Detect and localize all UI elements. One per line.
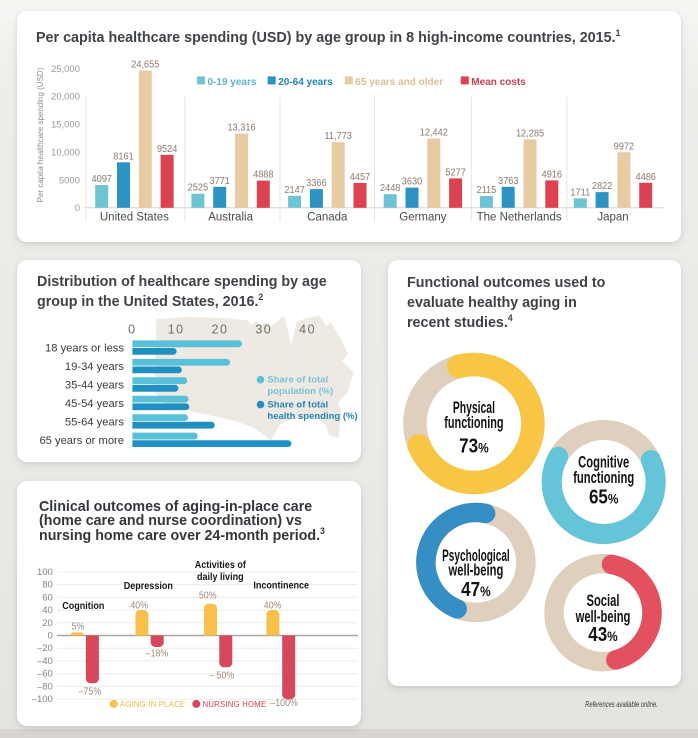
- svg-text:0: 0: [128, 322, 136, 336]
- svg-text:30: 30: [255, 322, 272, 336]
- svg-text:Germany: Germany: [399, 212, 447, 224]
- svg-text:47%: 47%: [461, 578, 491, 601]
- svg-text:4888: 4888: [253, 169, 273, 180]
- svg-text:65 years and older: 65 years and older: [355, 77, 443, 88]
- svg-text:9524: 9524: [157, 143, 178, 154]
- svg-text:35-44 years: 35-44 years: [65, 380, 124, 392]
- svg-text:functioning: functioning: [573, 468, 634, 487]
- svg-text:40%: 40%: [130, 600, 148, 612]
- svg-text:0: 0: [48, 631, 53, 642]
- svg-text:73%: 73%: [459, 434, 489, 457]
- svg-text:45-54 years: 45-54 years: [65, 398, 124, 410]
- svg-text:2822: 2822: [592, 181, 612, 192]
- svg-text:2147: 2147: [284, 184, 304, 195]
- svg-text:55-64 years: 55-64 years: [65, 416, 124, 428]
- svg-text:3630: 3630: [402, 176, 422, 187]
- svg-text:Share of total: Share of total: [267, 375, 328, 386]
- svg-text:4916: 4916: [542, 169, 562, 180]
- svg-text:11,773: 11,773: [324, 131, 351, 142]
- svg-text:population (%): population (%): [267, 386, 333, 397]
- svg-text:20-64 years: 20-64 years: [278, 77, 333, 88]
- svg-text:4097: 4097: [91, 174, 111, 185]
- svg-text:daily living: daily living: [197, 571, 244, 583]
- svg-text:–75%: –75%: [79, 686, 102, 698]
- svg-text:2525: 2525: [188, 182, 208, 193]
- svg-text:80: 80: [42, 580, 53, 591]
- svg-text:–60: –60: [37, 669, 53, 680]
- svg-text:Psychological: Psychological: [442, 547, 510, 565]
- svg-text:18 years or less: 18 years or less: [45, 343, 124, 355]
- svg-text:–18%: –18%: [146, 648, 169, 660]
- svg-text:5%: 5%: [72, 621, 85, 633]
- svg-text:9972: 9972: [614, 141, 634, 152]
- svg-text:Cognition: Cognition: [62, 600, 104, 612]
- svg-text:1711: 1711: [570, 187, 590, 198]
- svg-text:40%: 40%: [264, 600, 282, 612]
- svg-text:40: 40: [42, 605, 53, 616]
- svg-text:Mean costs: Mean costs: [471, 77, 526, 88]
- svg-text:NURSING HOME: NURSING HOME: [203, 700, 267, 709]
- svg-text:Activities of: Activities of: [195, 560, 247, 572]
- svg-text:Depression: Depression: [124, 580, 173, 592]
- svg-text:12,285: 12,285: [516, 128, 544, 139]
- svg-text:Canada: Canada: [307, 212, 348, 224]
- svg-text:health spending (%): health spending (%): [267, 411, 357, 422]
- svg-text:2115: 2115: [477, 185, 497, 196]
- svg-text:well-being: well-being: [575, 607, 631, 626]
- svg-text:Cognitive: Cognitive: [578, 452, 629, 471]
- svg-text:Per capita healthcare spending: Per capita healthcare spending (USD): [36, 67, 45, 202]
- svg-text:3771: 3771: [209, 175, 229, 186]
- svg-text:0: 0: [75, 203, 80, 214]
- svg-text:Social: Social: [586, 591, 619, 610]
- svg-text:20: 20: [212, 322, 229, 336]
- svg-text:–80: –80: [37, 681, 53, 692]
- svg-text:19-34 years: 19-34 years: [65, 361, 124, 373]
- svg-text:3366: 3366: [306, 178, 326, 189]
- svg-text:20,000: 20,000: [51, 92, 80, 103]
- svg-text:15,000: 15,000: [51, 120, 80, 131]
- svg-text:functioning: functioning: [444, 413, 503, 432]
- svg-text:50%: 50%: [199, 590, 217, 602]
- svg-text:65%: 65%: [589, 485, 619, 508]
- svg-text:40: 40: [299, 322, 316, 336]
- svg-text:3763: 3763: [498, 175, 518, 186]
- svg-text:Share of total: Share of total: [267, 399, 328, 410]
- svg-text:5277: 5277: [445, 167, 465, 178]
- svg-text:8161: 8161: [113, 151, 133, 162]
- svg-text:AGING IN PLACE: AGING IN PLACE: [120, 700, 186, 709]
- svg-text:– 50%: – 50%: [209, 670, 234, 682]
- svg-text:5000: 5000: [59, 175, 80, 186]
- svg-text:0-19 years: 0-19 years: [208, 77, 257, 88]
- svg-text:60: 60: [42, 592, 53, 603]
- svg-text:25,000: 25,000: [51, 64, 80, 75]
- svg-text:13,316: 13,316: [227, 122, 255, 133]
- svg-text:4457: 4457: [350, 172, 370, 183]
- svg-text:well-being: well-being: [448, 560, 504, 579]
- svg-text:The Netherlands: The Netherlands: [477, 212, 562, 224]
- svg-text:12,442: 12,442: [420, 127, 448, 138]
- svg-text:43%: 43%: [588, 623, 618, 646]
- svg-text:4486: 4486: [635, 171, 655, 182]
- svg-text:–40: –40: [37, 656, 53, 667]
- svg-text:Japan: Japan: [597, 212, 628, 224]
- svg-text:United States: United States: [100, 212, 169, 224]
- svg-text:Australia: Australia: [208, 212, 253, 224]
- svg-text:2448: 2448: [380, 183, 400, 194]
- svg-text:10,000: 10,000: [51, 147, 80, 158]
- svg-text:–20: –20: [37, 643, 53, 654]
- svg-text:24,655: 24,655: [131, 59, 159, 70]
- svg-text:100: 100: [37, 567, 53, 578]
- svg-text:–100%: –100%: [270, 697, 298, 709]
- svg-text:Incontinence: Incontinence: [253, 580, 309, 592]
- svg-text:–100: –100: [32, 694, 53, 705]
- svg-text:65 years or more: 65 years or more: [39, 435, 124, 447]
- svg-text:Physical: Physical: [453, 399, 495, 417]
- svg-text:20: 20: [42, 618, 53, 629]
- svg-text:10: 10: [168, 322, 185, 336]
